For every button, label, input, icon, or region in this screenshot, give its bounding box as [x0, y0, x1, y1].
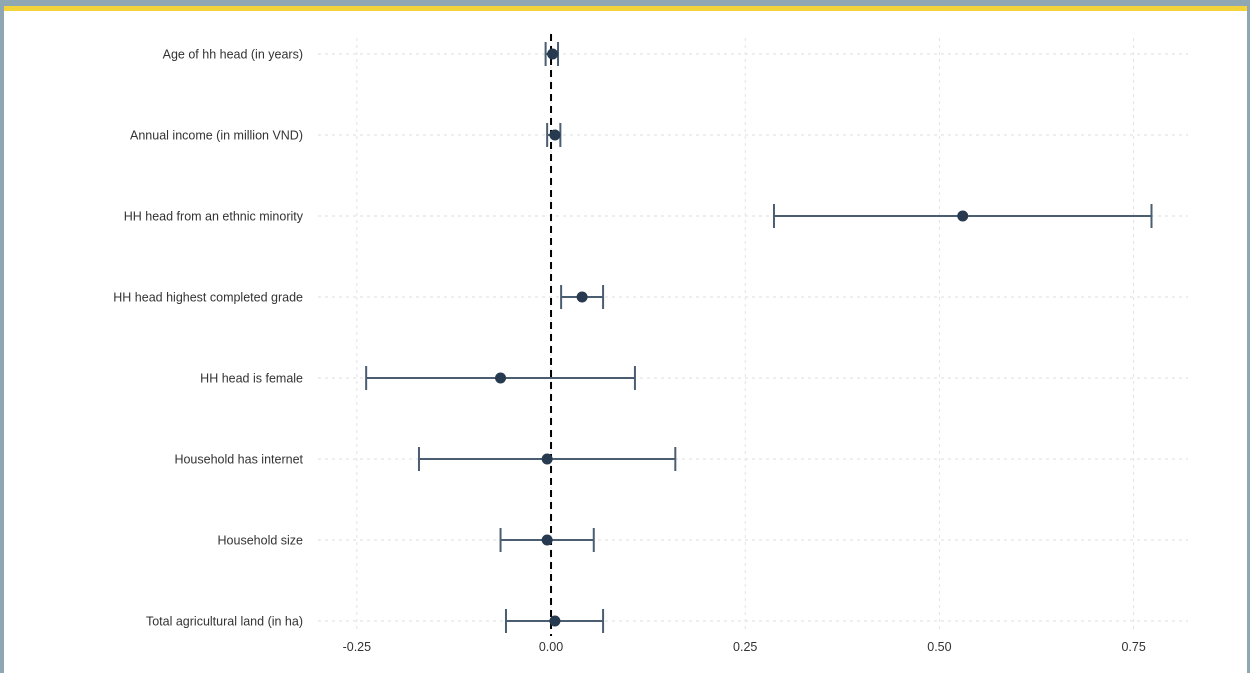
y-axis-label: Household has internet [174, 453, 303, 467]
points [495, 48, 969, 627]
top-border-blue [0, 0, 1250, 6]
estimate-point [576, 291, 588, 303]
estimate-point [957, 210, 969, 222]
grid [318, 38, 1188, 632]
y-axis-label: Total agricultural land (in ha) [146, 615, 303, 629]
estimate-point [549, 615, 561, 627]
y-axis-labels: Age of hh head (in years) Annual income (… [113, 48, 303, 629]
y-axis-label: HH head highest completed grade [113, 291, 303, 305]
x-tick-label: 0.50 [927, 640, 951, 654]
y-axis-label: HH head from an ethnic minority [124, 210, 304, 224]
top-border-yellow [0, 6, 1250, 11]
estimate-point [495, 372, 507, 384]
estimate-point [549, 129, 561, 141]
y-axis-label: Household size [218, 534, 304, 548]
estimate-point [547, 48, 559, 60]
y-axis-label: HH head is female [200, 372, 303, 386]
error-bars [365, 42, 1153, 633]
x-tick-label: -0.25 [343, 640, 372, 654]
x-tick-label: 0.00 [539, 640, 563, 654]
x-tick-label: 0.25 [733, 640, 757, 654]
estimate-point [541, 453, 553, 465]
x-axis-ticks: -0.25 0.00 0.25 0.50 0.75 [343, 640, 1146, 654]
y-axis-label: Age of hh head (in years) [163, 48, 303, 62]
estimate-point [541, 534, 553, 546]
y-axis-label: Annual income (in million VND) [130, 129, 303, 143]
x-tick-label: 0.75 [1121, 640, 1145, 654]
